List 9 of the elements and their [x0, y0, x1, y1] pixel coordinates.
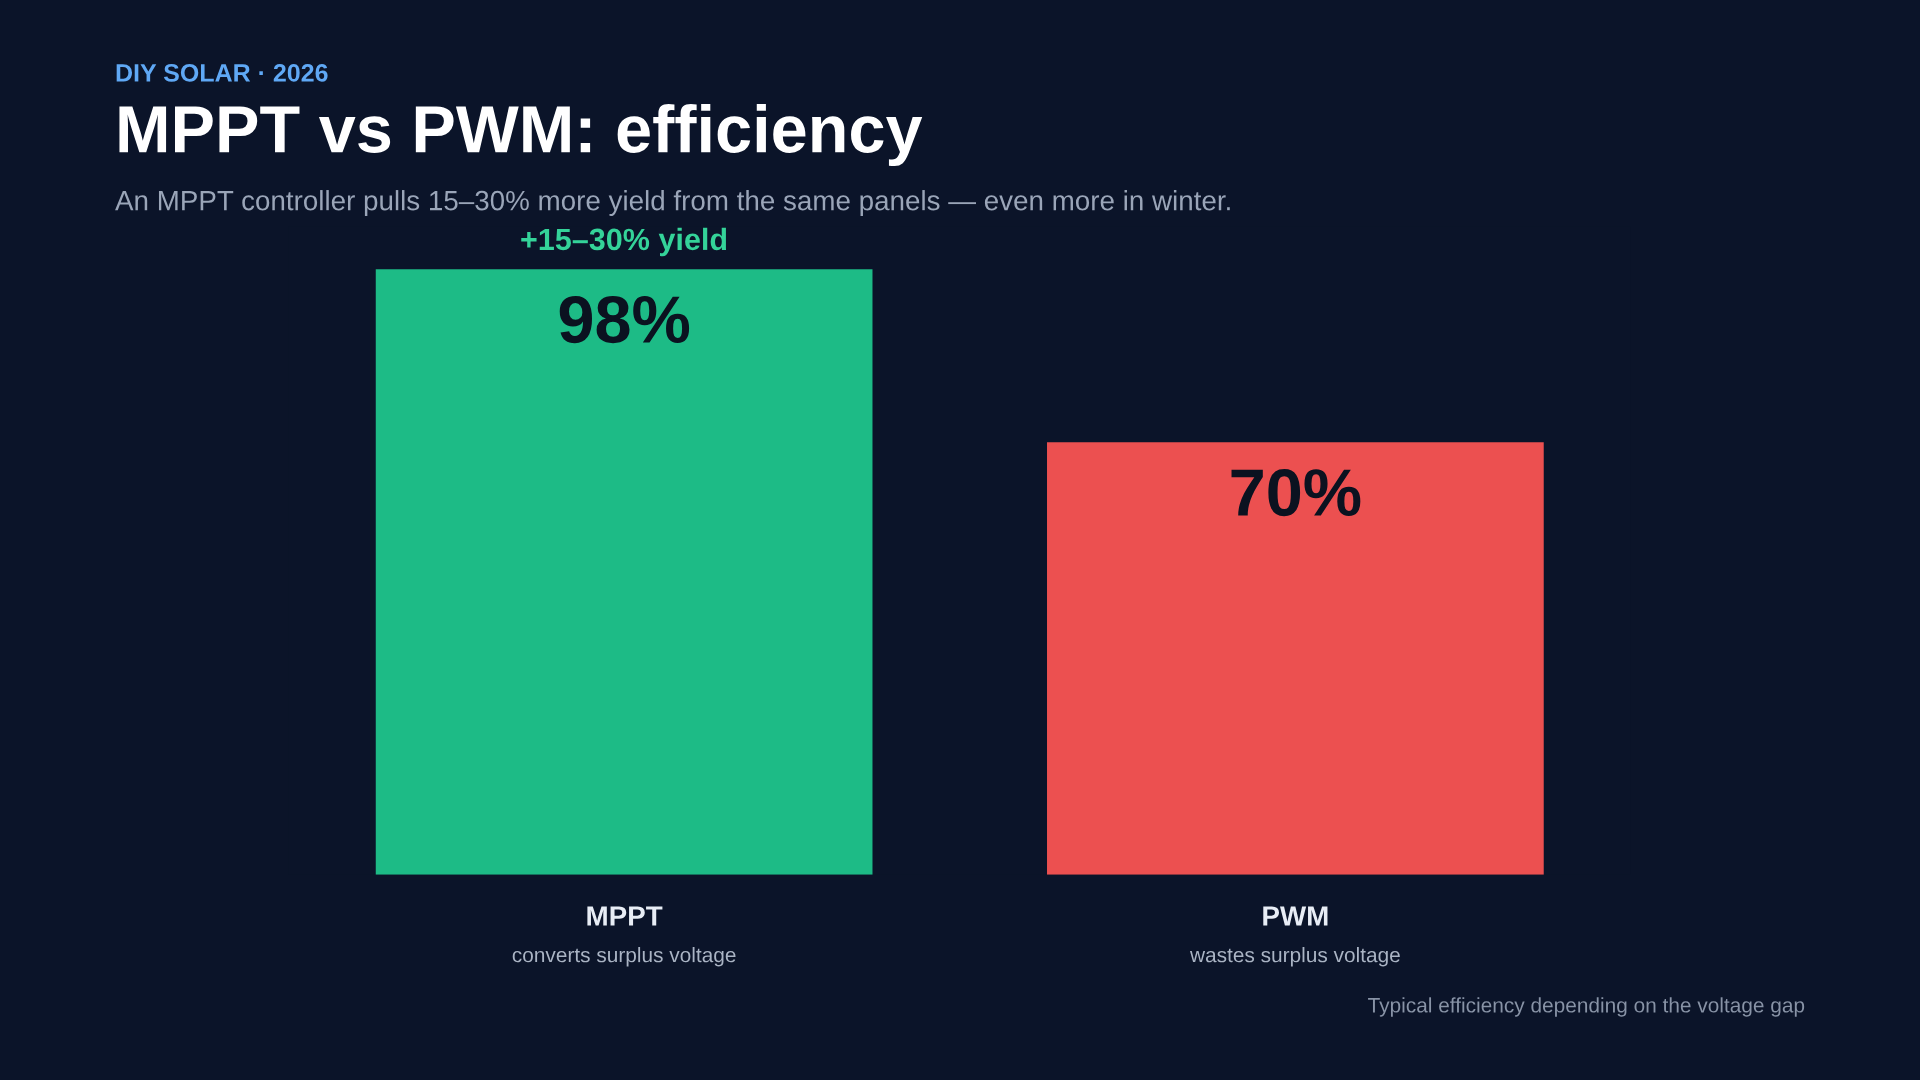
text: Typical efficiency depending on the voltage gap: [1368, 997, 1805, 1017]
data-label: 70%: [1231, 468, 1361, 517]
chart-title: MPPT vs PWM: efficiency: [119, 103, 923, 167]
data-label: 98%: [559, 295, 690, 344]
text: +15–30% yield: [521, 227, 727, 257]
text: DIY SOLAR · 2026: [116, 64, 328, 82]
x-tick-label: MPPT converts surplus voltage: [512, 906, 736, 967]
chart-subtitle: An MPPT controller pulls 15–30% more yield from the same panels — even more in winter.: [115, 190, 1230, 216]
x-tick-label: PWM wastes surplus voltage: [1189, 906, 1400, 967]
